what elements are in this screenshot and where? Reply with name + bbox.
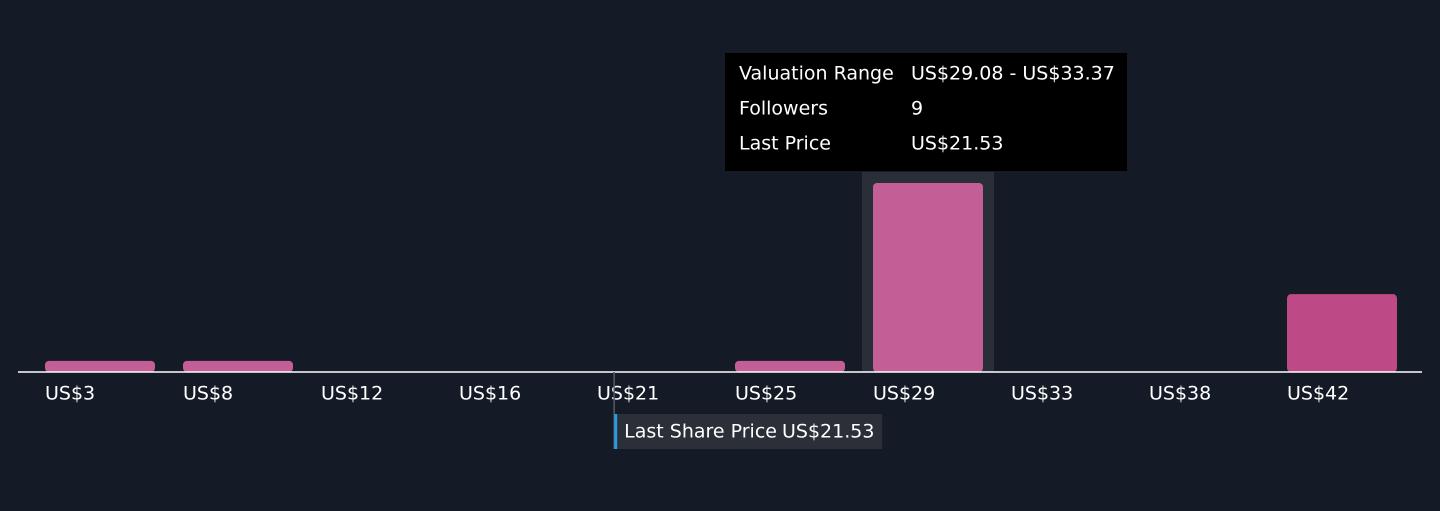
x-tick-label: US$29 bbox=[873, 383, 935, 405]
bar bbox=[45, 360, 155, 372]
bar bbox=[735, 360, 845, 372]
bar bbox=[1287, 294, 1397, 372]
x-tick-label: US$3 bbox=[45, 383, 95, 405]
x-tick-label: US$8 bbox=[183, 383, 233, 405]
x-tick-label: US$42 bbox=[1287, 383, 1349, 405]
x-tick-label: US$12 bbox=[321, 383, 383, 405]
x-tick-label: US$25 bbox=[735, 383, 797, 405]
x-tick-label: US$33 bbox=[1011, 383, 1073, 405]
last-price-box bbox=[614, 414, 883, 449]
tooltip-label: Valuation Range bbox=[739, 63, 894, 85]
tooltip-label: Last Price bbox=[739, 133, 831, 155]
x-tick-label: US$38 bbox=[1149, 383, 1211, 405]
tooltip-value: US$29.08 - US$33.37 bbox=[911, 63, 1115, 85]
last-price-label: US$21.53 bbox=[782, 421, 874, 443]
tooltip-value: US$21.53 bbox=[911, 133, 1003, 155]
x-tick-label: US$21 bbox=[597, 383, 659, 405]
bar bbox=[183, 360, 293, 372]
x-tick-label: US$16 bbox=[459, 383, 521, 405]
tooltip-label: Followers bbox=[739, 98, 828, 120]
tooltip-value: 9 bbox=[911, 98, 923, 120]
last-price-accent bbox=[614, 414, 618, 449]
bar bbox=[873, 183, 983, 372]
last-price-name: Last Share Price bbox=[624, 421, 777, 443]
tooltip bbox=[725, 53, 1127, 171]
